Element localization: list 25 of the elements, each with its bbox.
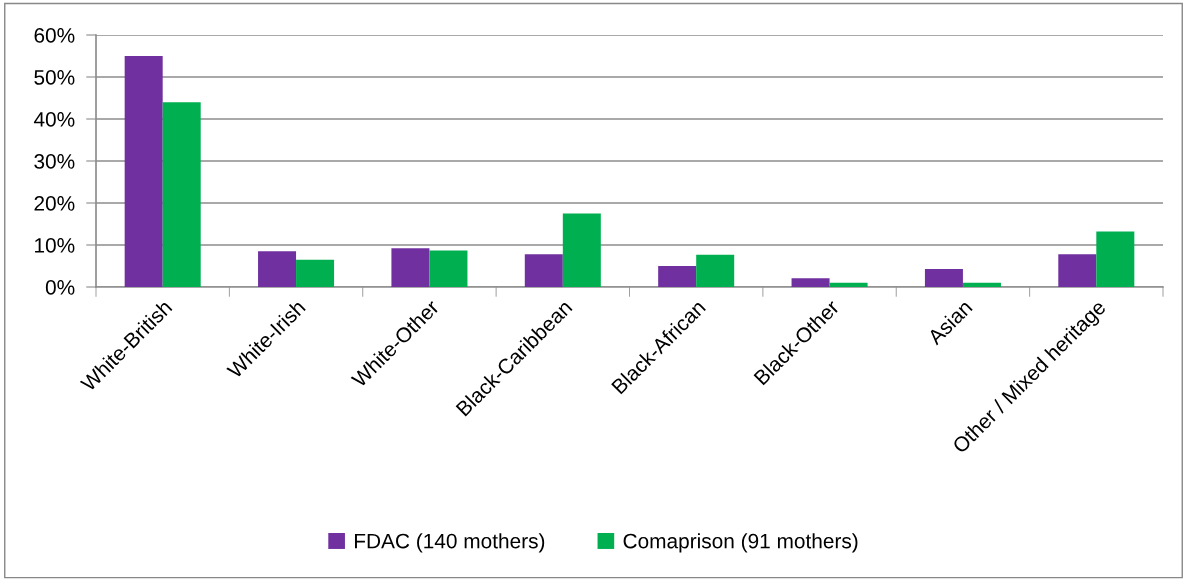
y-tick-label: 60%	[34, 28, 75, 43]
bar	[658, 266, 697, 287]
legend-label: Comaprison (91 mothers)	[623, 533, 858, 553]
bar	[1096, 231, 1135, 287]
bar	[124, 56, 163, 287]
bar	[258, 251, 297, 287]
bar	[391, 248, 430, 287]
y-tick-label: 10%	[35, 238, 75, 253]
y-tick-label: 0%	[45, 280, 75, 295]
y-tick-label: 20%	[34, 196, 75, 211]
bar	[829, 282, 868, 287]
y-tick-label: 30%	[34, 154, 75, 169]
bar	[1058, 254, 1097, 287]
bar	[962, 282, 1001, 287]
bar	[791, 278, 830, 287]
bar	[296, 259, 335, 287]
bar	[524, 254, 563, 287]
y-tick-label: 40%	[33, 112, 75, 127]
y-tick-label: 50%	[34, 70, 75, 85]
bar	[924, 268, 963, 287]
bar	[696, 254, 735, 287]
bar	[429, 250, 468, 287]
bar	[562, 213, 601, 287]
legend-label: FDAC (140 mothers)	[354, 533, 545, 553]
bar	[162, 102, 201, 287]
